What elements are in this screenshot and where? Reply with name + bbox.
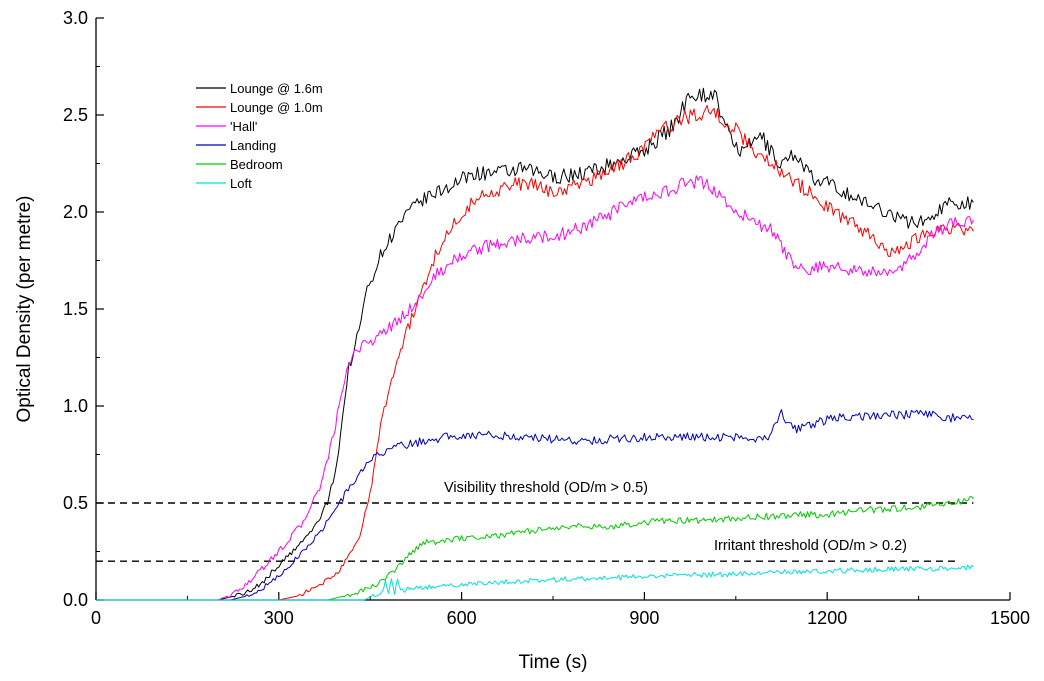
y-axis-ticks: 0.0 0.5 1.0 1.5 2.0 2.5 3.0 xyxy=(63,8,104,610)
y-tick-label: 0.0 xyxy=(63,590,88,610)
x-axis-ticks: 0 300 600 900 1200 1500 xyxy=(91,592,1030,628)
y-tick-label: 3.0 xyxy=(63,8,88,28)
threshold-lines: Visibility threshold (OD/m > 0.5) Irritan… xyxy=(96,480,974,562)
x-axis-title: Time (s) xyxy=(519,652,588,673)
y-axis-title: Optical Density (per metre) xyxy=(14,195,35,422)
y-tick-label: 2.0 xyxy=(63,202,88,222)
x-tick-label: 900 xyxy=(629,608,659,628)
x-tick-label: 0 xyxy=(91,608,101,628)
x-tick-label: 1500 xyxy=(990,608,1030,628)
legend-entry: Lounge @ 1.6m xyxy=(230,81,323,96)
y-tick-label: 1.5 xyxy=(63,299,88,319)
legend-entry: Landing xyxy=(230,138,276,153)
legend-entry: Lounge @ 1.0m xyxy=(230,100,323,115)
series-line xyxy=(96,175,974,601)
y-tick-label: 2.5 xyxy=(63,105,88,125)
x-tick-label: 600 xyxy=(447,608,477,628)
x-tick-label: 300 xyxy=(264,608,294,628)
series-line xyxy=(96,409,974,601)
series-line xyxy=(96,564,974,601)
threshold-label: Irritant threshold (OD/m > 0.2) xyxy=(714,538,907,554)
series-line xyxy=(96,87,974,601)
data-series xyxy=(96,87,974,601)
x-tick-label: 1200 xyxy=(807,608,847,628)
y-tick-label: 0.5 xyxy=(63,493,88,513)
y-tick-label: 1.0 xyxy=(63,396,88,416)
legend-entry: Bedroom xyxy=(230,157,283,172)
legend-entry: Loft xyxy=(230,176,252,191)
legend-entry: 'Hall' xyxy=(230,119,257,134)
threshold-label: Visibility threshold (OD/m > 0.5) xyxy=(444,480,648,496)
legend: Lounge @ 1.6m Lounge @ 1.0m 'Hall' Landing B… xyxy=(196,81,323,191)
series-line xyxy=(96,104,974,601)
